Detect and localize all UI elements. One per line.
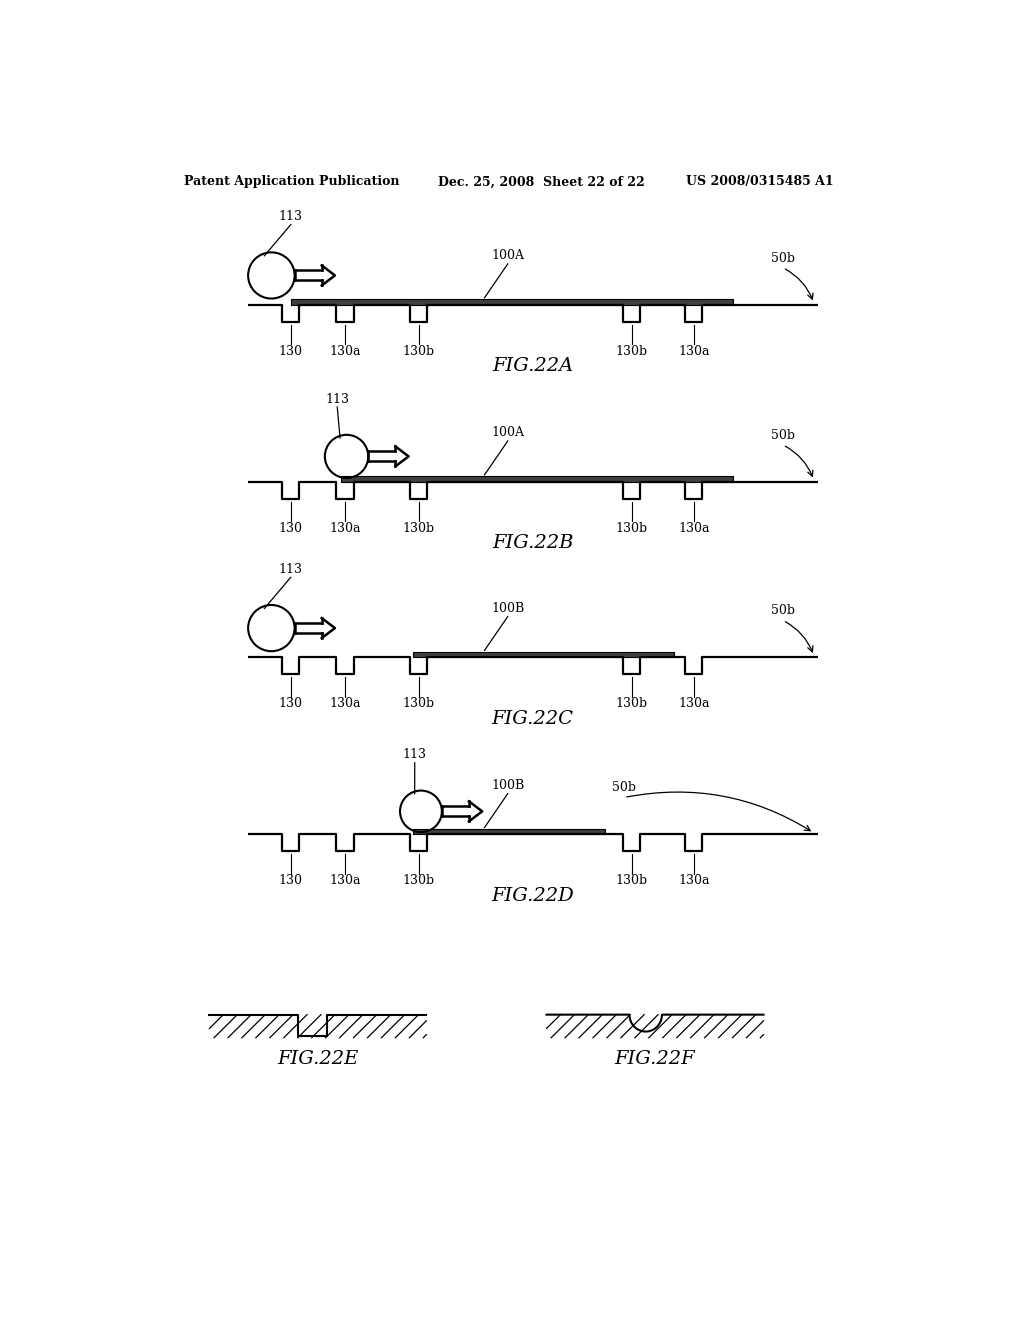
Text: Patent Application Publication: Patent Application Publication <box>183 176 399 189</box>
Text: 130a: 130a <box>330 345 360 358</box>
Text: 130: 130 <box>279 875 303 887</box>
Text: 100B: 100B <box>492 602 524 615</box>
Text: 113: 113 <box>279 210 303 223</box>
Text: 130b: 130b <box>402 697 434 710</box>
Text: FIG.22C: FIG.22C <box>492 710 573 727</box>
Text: 130a: 130a <box>678 697 710 710</box>
Text: 130a: 130a <box>678 521 710 535</box>
Text: 130: 130 <box>279 521 303 535</box>
Text: 130a: 130a <box>330 697 360 710</box>
Text: FIG.22D: FIG.22D <box>492 887 573 904</box>
Text: 130b: 130b <box>402 875 434 887</box>
Text: 130a: 130a <box>678 345 710 358</box>
Text: 100A: 100A <box>492 426 524 440</box>
Text: 113: 113 <box>279 562 303 576</box>
Text: FIG.22A: FIG.22A <box>492 358 573 375</box>
Text: 130a: 130a <box>678 875 710 887</box>
Text: FIG.22B: FIG.22B <box>492 535 573 552</box>
Text: 130b: 130b <box>402 345 434 358</box>
Text: 130: 130 <box>279 697 303 710</box>
Text: 130b: 130b <box>615 697 648 710</box>
Bar <box>341 477 732 482</box>
Text: FIG.22F: FIG.22F <box>614 1051 695 1068</box>
Text: 100B: 100B <box>492 779 524 792</box>
Text: 50b: 50b <box>771 252 795 264</box>
Text: Dec. 25, 2008  Sheet 22 of 22: Dec. 25, 2008 Sheet 22 of 22 <box>438 176 645 189</box>
Text: 113: 113 <box>402 748 427 762</box>
Text: FIG.22E: FIG.22E <box>278 1051 358 1068</box>
Text: 130: 130 <box>279 345 303 358</box>
Text: 50b: 50b <box>771 605 795 618</box>
Text: 50b: 50b <box>612 781 636 795</box>
Bar <box>291 300 732 305</box>
Text: 130b: 130b <box>402 521 434 535</box>
Text: 100A: 100A <box>492 249 524 263</box>
Text: 50b: 50b <box>771 429 795 442</box>
Text: US 2008/0315485 A1: US 2008/0315485 A1 <box>686 176 834 189</box>
Bar <box>414 652 675 657</box>
Text: 113: 113 <box>326 392 349 405</box>
Bar <box>414 829 604 834</box>
Text: 130b: 130b <box>615 521 648 535</box>
Text: 130a: 130a <box>330 875 360 887</box>
Text: 130b: 130b <box>615 875 648 887</box>
Text: 130b: 130b <box>615 345 648 358</box>
Text: 130a: 130a <box>330 521 360 535</box>
